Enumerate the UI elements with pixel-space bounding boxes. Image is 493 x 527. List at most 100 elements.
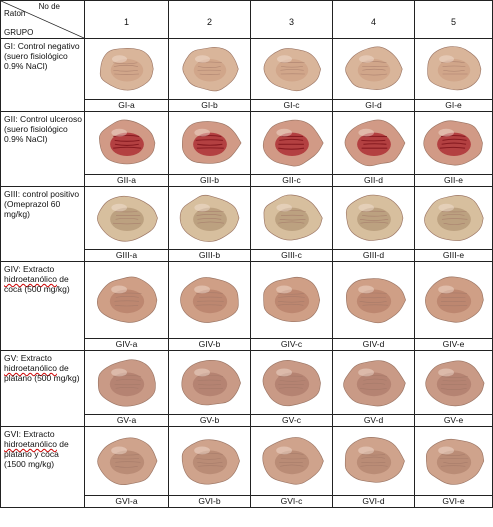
sample-caption: GIII-a xyxy=(84,249,169,262)
sample-caption: GII-e xyxy=(414,174,493,187)
group-label-cell: GIII: control positivo (Omeprazol 60 mg/… xyxy=(0,186,85,262)
corner-label-group: GRUPO xyxy=(4,28,34,37)
sample-caption: GIV-e xyxy=(414,338,493,351)
group-label-text: GV: Extracto xyxy=(4,353,52,363)
stomach-image-cell xyxy=(414,426,493,496)
stomach-image-cell xyxy=(250,38,333,100)
stomach-image-cell xyxy=(250,111,333,175)
sample-caption: GIII-c xyxy=(250,249,333,262)
sample-caption: GIII-e xyxy=(414,249,493,262)
stomach-image-cell xyxy=(414,350,493,415)
stomach-sample-image xyxy=(259,44,325,94)
stomach-sample-image xyxy=(177,44,243,94)
column-header-1: 1 xyxy=(84,0,169,39)
column-header-3: 3 xyxy=(250,0,333,39)
stomach-sample-image xyxy=(177,117,243,169)
stomach-image-cell xyxy=(168,38,251,100)
sample-caption: GII-a xyxy=(84,174,169,187)
stomach-sample-image xyxy=(341,117,407,169)
group-caption-row: GV-a GV-b GV-c GV-d GV-e xyxy=(1,414,493,427)
sample-caption: GIV-a xyxy=(84,338,169,351)
stomach-sample-image xyxy=(177,432,243,490)
sample-caption: GVI-e xyxy=(414,495,493,508)
sample-caption: GI-b xyxy=(168,99,251,112)
group-image-row: GIV: Extracto hidroetanólico de coca (50… xyxy=(0,261,493,351)
stomach-image-cell xyxy=(84,426,169,496)
sample-caption: GI-a xyxy=(84,99,169,112)
corner-label-mouse-number: No de xyxy=(38,2,60,11)
stomach-sample-image xyxy=(177,356,243,409)
stomach-image-cell xyxy=(332,186,415,250)
sample-caption: GIV-b xyxy=(168,338,251,351)
sample-caption: GI-d xyxy=(332,99,415,112)
column-header-4: 4 xyxy=(332,0,415,39)
stomach-sample-image xyxy=(341,192,407,244)
sample-caption: GV-b xyxy=(168,414,251,427)
stomach-sample-image xyxy=(94,192,160,244)
group-label-text: hidroetanólico xyxy=(4,439,57,450)
group-label-text: GII: Control ulceroso (suero fisiológico… xyxy=(4,114,82,145)
group-image-row: GV: Extracto hidroetanólico de plátano (… xyxy=(0,350,493,427)
stomach-image-cell xyxy=(332,261,415,339)
stomach-image-cell xyxy=(414,186,493,250)
stomach-image-cell xyxy=(168,261,251,339)
group-image-row: GIII: control positivo (Omeprazol 60 mg/… xyxy=(0,186,493,262)
group-label-text: de plátano (500 mg/kg) xyxy=(4,363,80,384)
group-label-text: hidroetanólico xyxy=(4,274,57,285)
stomach-image-cell xyxy=(168,111,251,175)
group-label-cell: GI: Control negativo (suero fisiológico … xyxy=(0,38,85,112)
stomach-sample-image xyxy=(259,192,325,244)
stomach-sample-image xyxy=(259,267,325,333)
group-label-cell: GVI: Extracto hidroetanólico de plátano … xyxy=(0,426,85,508)
corner-diagonal xyxy=(1,1,84,38)
stomach-sample-image xyxy=(94,117,160,169)
stomach-sample-image xyxy=(421,192,487,244)
stomach-image-cell xyxy=(168,350,251,415)
group-label-text: GVI: Extracto xyxy=(4,429,55,439)
group-label-text: GIV: Extracto xyxy=(4,264,55,274)
stomach-sample-image xyxy=(421,117,487,169)
sample-caption: GV-a xyxy=(84,414,169,427)
stomach-sample-image xyxy=(421,44,487,94)
stomach-sample-image xyxy=(421,267,487,333)
stomach-table: No de Raton GRUPO 1 2 3 4 5 GI: Control … xyxy=(0,0,493,508)
group-caption-row: GIV-a GIV-b GIV-c GIV-d GIV-e xyxy=(1,338,493,351)
corner-label-mouse: Raton xyxy=(4,9,26,18)
stomach-sample-image xyxy=(259,356,325,409)
corner-header-cell: No de Raton GRUPO xyxy=(0,0,85,39)
group-caption-row: GVI-a GVI-b GVI-c GVI-d GVI-e xyxy=(1,495,493,508)
column-header-5: 5 xyxy=(414,0,493,39)
group-label-text: de plátano y coca (1500 mg/kg) xyxy=(4,439,69,470)
group-label-cell: GII: Control ulceroso (suero fisiológico… xyxy=(0,111,85,187)
stomach-sample-image xyxy=(341,44,407,94)
stomach-sample-image xyxy=(259,117,325,169)
sample-caption: GI-e xyxy=(414,99,493,112)
stomach-sample-image xyxy=(94,356,160,409)
group-caption-row: GI-a GI-b GI-c GI-d GI-e xyxy=(1,99,493,112)
stomach-image-cell xyxy=(84,261,169,339)
stomach-image-cell xyxy=(168,186,251,250)
stomach-image-cell xyxy=(250,186,333,250)
stomach-sample-image xyxy=(341,267,407,333)
stomach-image-cell xyxy=(84,350,169,415)
sample-caption: GVI-c xyxy=(250,495,333,508)
stomach-image-cell xyxy=(250,261,333,339)
stomach-sample-image xyxy=(177,267,243,333)
group-label-cell: GV: Extracto hidroetanólico de plátano (… xyxy=(0,350,85,427)
stomach-sample-image xyxy=(259,432,325,490)
stomach-sample-image xyxy=(421,432,487,490)
sample-caption: GII-c xyxy=(250,174,333,187)
sample-caption: GV-d xyxy=(332,414,415,427)
stomach-image-cell xyxy=(414,38,493,100)
stomach-sample-image xyxy=(341,432,407,490)
stomach-image-cell xyxy=(84,111,169,175)
stomach-image-cell xyxy=(332,38,415,100)
stomach-sample-image xyxy=(94,432,160,490)
stomach-sample-image xyxy=(421,356,487,409)
header-row: No de Raton GRUPO 1 2 3 4 5 xyxy=(0,0,493,39)
sample-caption: GVI-b xyxy=(168,495,251,508)
sample-caption: GVI-a xyxy=(84,495,169,508)
group-image-row: GI: Control negativo (suero fisiológico … xyxy=(0,38,493,112)
stomach-sample-image xyxy=(341,356,407,409)
